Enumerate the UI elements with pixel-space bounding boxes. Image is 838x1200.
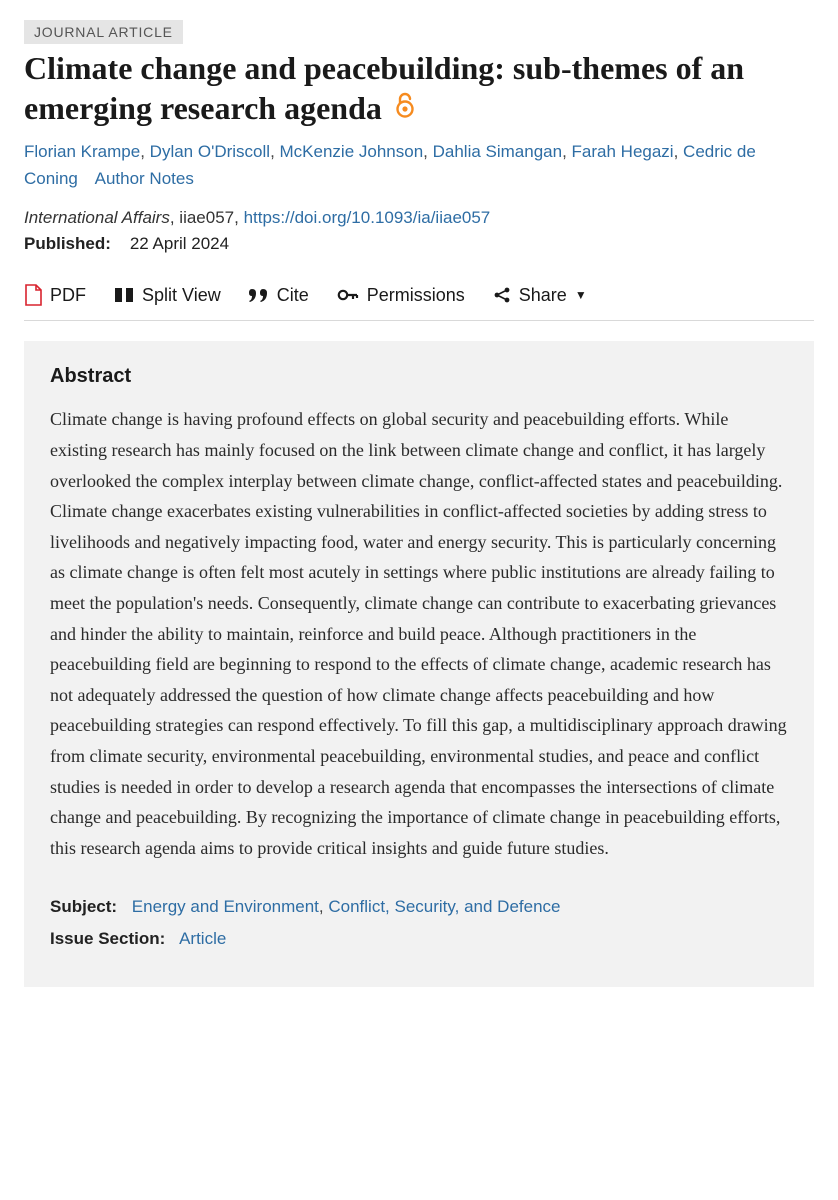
author-link[interactable]: Farah Hegazi xyxy=(572,142,674,161)
split-view-button[interactable]: Split View xyxy=(114,285,221,306)
subject-label: Subject: xyxy=(50,897,117,916)
pdf-label: PDF xyxy=(50,285,86,306)
pdf-button[interactable]: PDF xyxy=(24,284,86,306)
authors-list: Florian Krampe, Dylan O'Driscoll, McKenz… xyxy=(24,138,814,192)
citation-line: International Affairs, iiae057, https://… xyxy=(24,208,814,228)
author-separator: , xyxy=(562,142,571,161)
article-title-text: Climate change and peacebuilding: sub-th… xyxy=(24,50,744,126)
article-title: Climate change and peacebuilding: sub-th… xyxy=(24,48,814,128)
published-label: Published: xyxy=(24,234,111,253)
author-link[interactable]: Dahlia Simangan xyxy=(433,142,562,161)
subject-link[interactable]: Conflict, Security, and Defence xyxy=(328,897,560,916)
author-separator: , xyxy=(423,142,432,161)
article-id: iiae057 xyxy=(179,208,234,227)
share-button[interactable]: Share ▼ xyxy=(493,285,587,306)
issue-section-label: Issue Section: xyxy=(50,929,165,948)
cite-button[interactable]: Cite xyxy=(249,285,309,306)
author-separator: , xyxy=(140,142,149,161)
author-link[interactable]: McKenzie Johnson xyxy=(280,142,424,161)
author-separator: , xyxy=(674,142,683,161)
subject-separator: , xyxy=(319,897,328,916)
abstract-box: Abstract Climate change is having profou… xyxy=(24,341,814,987)
open-access-icon xyxy=(394,88,416,128)
share-icon xyxy=(493,286,511,304)
cite-label: Cite xyxy=(277,285,309,306)
abstract-heading: Abstract xyxy=(50,365,788,388)
journal-name: International Affairs xyxy=(24,208,170,227)
pdf-icon xyxy=(24,284,42,306)
article-toolbar: PDF Split View Cite Permissions xyxy=(24,272,814,321)
author-link[interactable]: Florian Krampe xyxy=(24,142,140,161)
issue-section-link[interactable]: Article xyxy=(179,929,226,948)
split-view-label: Split View xyxy=(142,285,221,306)
author-notes-link[interactable]: Author Notes xyxy=(95,169,194,188)
author-link[interactable]: Dylan O'Driscoll xyxy=(150,142,270,161)
permissions-button[interactable]: Permissions xyxy=(337,285,465,306)
cite-icon xyxy=(249,287,269,303)
permissions-label: Permissions xyxy=(367,285,465,306)
issue-section-row: Issue Section: Article xyxy=(50,929,788,949)
published-line: Published: 22 April 2024 xyxy=(24,234,814,254)
share-label: Share xyxy=(519,285,567,306)
author-separator: , xyxy=(270,142,279,161)
subject-link[interactable]: Energy and Environment xyxy=(132,897,319,916)
published-date: 22 April 2024 xyxy=(130,234,229,253)
abstract-text: Climate change is having profound effect… xyxy=(50,404,788,863)
split-view-icon xyxy=(114,286,134,304)
doi-link[interactable]: https://doi.org/10.1093/ia/iiae057 xyxy=(244,208,491,227)
subject-row: Subject: Energy and Environment, Conflic… xyxy=(50,897,788,917)
article-type-badge: JOURNAL ARTICLE xyxy=(24,20,183,44)
key-icon xyxy=(337,286,359,304)
chevron-down-icon: ▼ xyxy=(575,288,587,302)
